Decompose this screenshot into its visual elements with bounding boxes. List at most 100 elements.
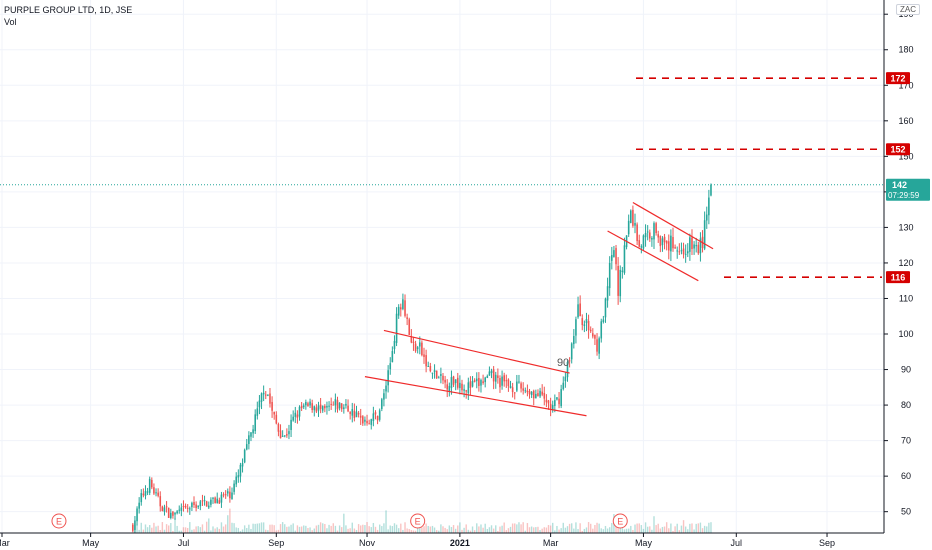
- volume-bar: [260, 522, 263, 533]
- volume-bar: [507, 528, 510, 533]
- candle: [381, 399, 383, 409]
- price-tick-label: 170: [898, 80, 913, 90]
- volume-bar: [229, 508, 231, 533]
- candle: [518, 381, 520, 383]
- candle: [617, 265, 619, 296]
- candle: [269, 393, 271, 404]
- earnings-marker: [612, 513, 628, 529]
- candle: [587, 320, 590, 331]
- volume-bar: [191, 529, 193, 533]
- candle: [406, 317, 408, 319]
- candle: [364, 419, 366, 422]
- time-axis-bg: [0, 533, 884, 550]
- volume-bar: [421, 527, 423, 533]
- candle: [313, 406, 316, 411]
- candle: [207, 505, 210, 508]
- time-tick-label: Sep: [268, 538, 284, 548]
- volume-bar: [522, 522, 524, 533]
- volume-bar: [549, 525, 552, 533]
- volume-bar: [659, 528, 662, 533]
- volume-label: Vol: [4, 17, 17, 27]
- volume-bar: [636, 523, 638, 533]
- candle: [397, 306, 400, 316]
- candle: [258, 400, 261, 408]
- volume-bar: [608, 527, 611, 533]
- overlays: 90 E E E: [0, 77, 884, 529]
- volume-bar: [623, 529, 626, 533]
- candle: [201, 500, 204, 502]
- price-axis[interactable]: 5060708090100110120130140150160170180190…: [883, 0, 932, 550]
- candle: [395, 313, 398, 343]
- volume-bar: [598, 523, 600, 533]
- level-label: 152: [890, 145, 905, 155]
- volume-bar: [224, 524, 227, 533]
- candle: [562, 382, 565, 390]
- candle: [399, 307, 402, 310]
- volume-bar: [703, 525, 706, 533]
- candle: [454, 379, 457, 384]
- price-tick-label: 180: [898, 45, 913, 55]
- currency-label[interactable]: ZAC: [896, 4, 920, 15]
- volume-bar: [378, 524, 381, 533]
- candle: [226, 491, 229, 494]
- volume-bar: [389, 525, 391, 533]
- candle: [286, 434, 288, 436]
- volume-bar: [218, 528, 221, 533]
- volume-bar: [395, 524, 398, 533]
- candle: [391, 351, 394, 363]
- candle: [619, 269, 622, 297]
- candle: [343, 407, 345, 409]
- candle: [686, 251, 689, 254]
- volume-bar: [416, 525, 419, 533]
- volume-bar: [317, 524, 320, 533]
- volume-bar: [163, 529, 166, 533]
- volume-bar: [336, 530, 339, 533]
- volume-bar: [579, 523, 581, 533]
- candle: [387, 370, 389, 386]
- volume-bar: [237, 527, 240, 533]
- candle: [254, 414, 257, 432]
- volume-bar: [505, 530, 508, 533]
- time-axis[interactable]: Mar May Jul Sep Nov 2021 Mar May Jul Sep: [0, 532, 884, 550]
- candle: [302, 405, 305, 408]
- volume-bar: [351, 522, 353, 533]
- time-tick-label: Sep: [819, 538, 835, 548]
- volume-bar: [530, 526, 533, 533]
- candle: [560, 389, 562, 407]
- candle: [188, 508, 191, 510]
- candle: [144, 491, 147, 496]
- price-tick-label: 110: [899, 293, 913, 303]
- candle: [275, 414, 278, 424]
- volume-bar: [638, 523, 640, 533]
- candle: [499, 378, 501, 388]
- candle: [277, 424, 280, 432]
- volume-bar: [520, 524, 522, 533]
- earnings-marker: [51, 513, 67, 529]
- volume-bar: [144, 524, 147, 533]
- volume-bar: [541, 528, 543, 533]
- candle: [482, 381, 484, 384]
- candle: [541, 391, 543, 395]
- candle: [402, 299, 404, 310]
- volume-bar: [362, 524, 364, 533]
- candle: [556, 397, 558, 400]
- candle: [237, 475, 240, 478]
- volume-bar: [710, 522, 712, 533]
- volume-bar: [277, 529, 280, 533]
- candle: [351, 409, 354, 416]
- volume-bar: [381, 526, 383, 533]
- volume-bar: [706, 526, 708, 533]
- candle: [235, 476, 238, 485]
- volume-bar: [545, 527, 548, 533]
- candle: [423, 354, 425, 357]
- candle: [648, 232, 651, 239]
- candle: [547, 400, 550, 404]
- candle: [456, 377, 459, 388]
- volume-bar: [330, 525, 332, 533]
- candle: [657, 234, 660, 238]
- candle: [465, 390, 468, 392]
- volume-bar: [497, 530, 499, 533]
- candle: [283, 435, 286, 437]
- candle: [345, 403, 347, 406]
